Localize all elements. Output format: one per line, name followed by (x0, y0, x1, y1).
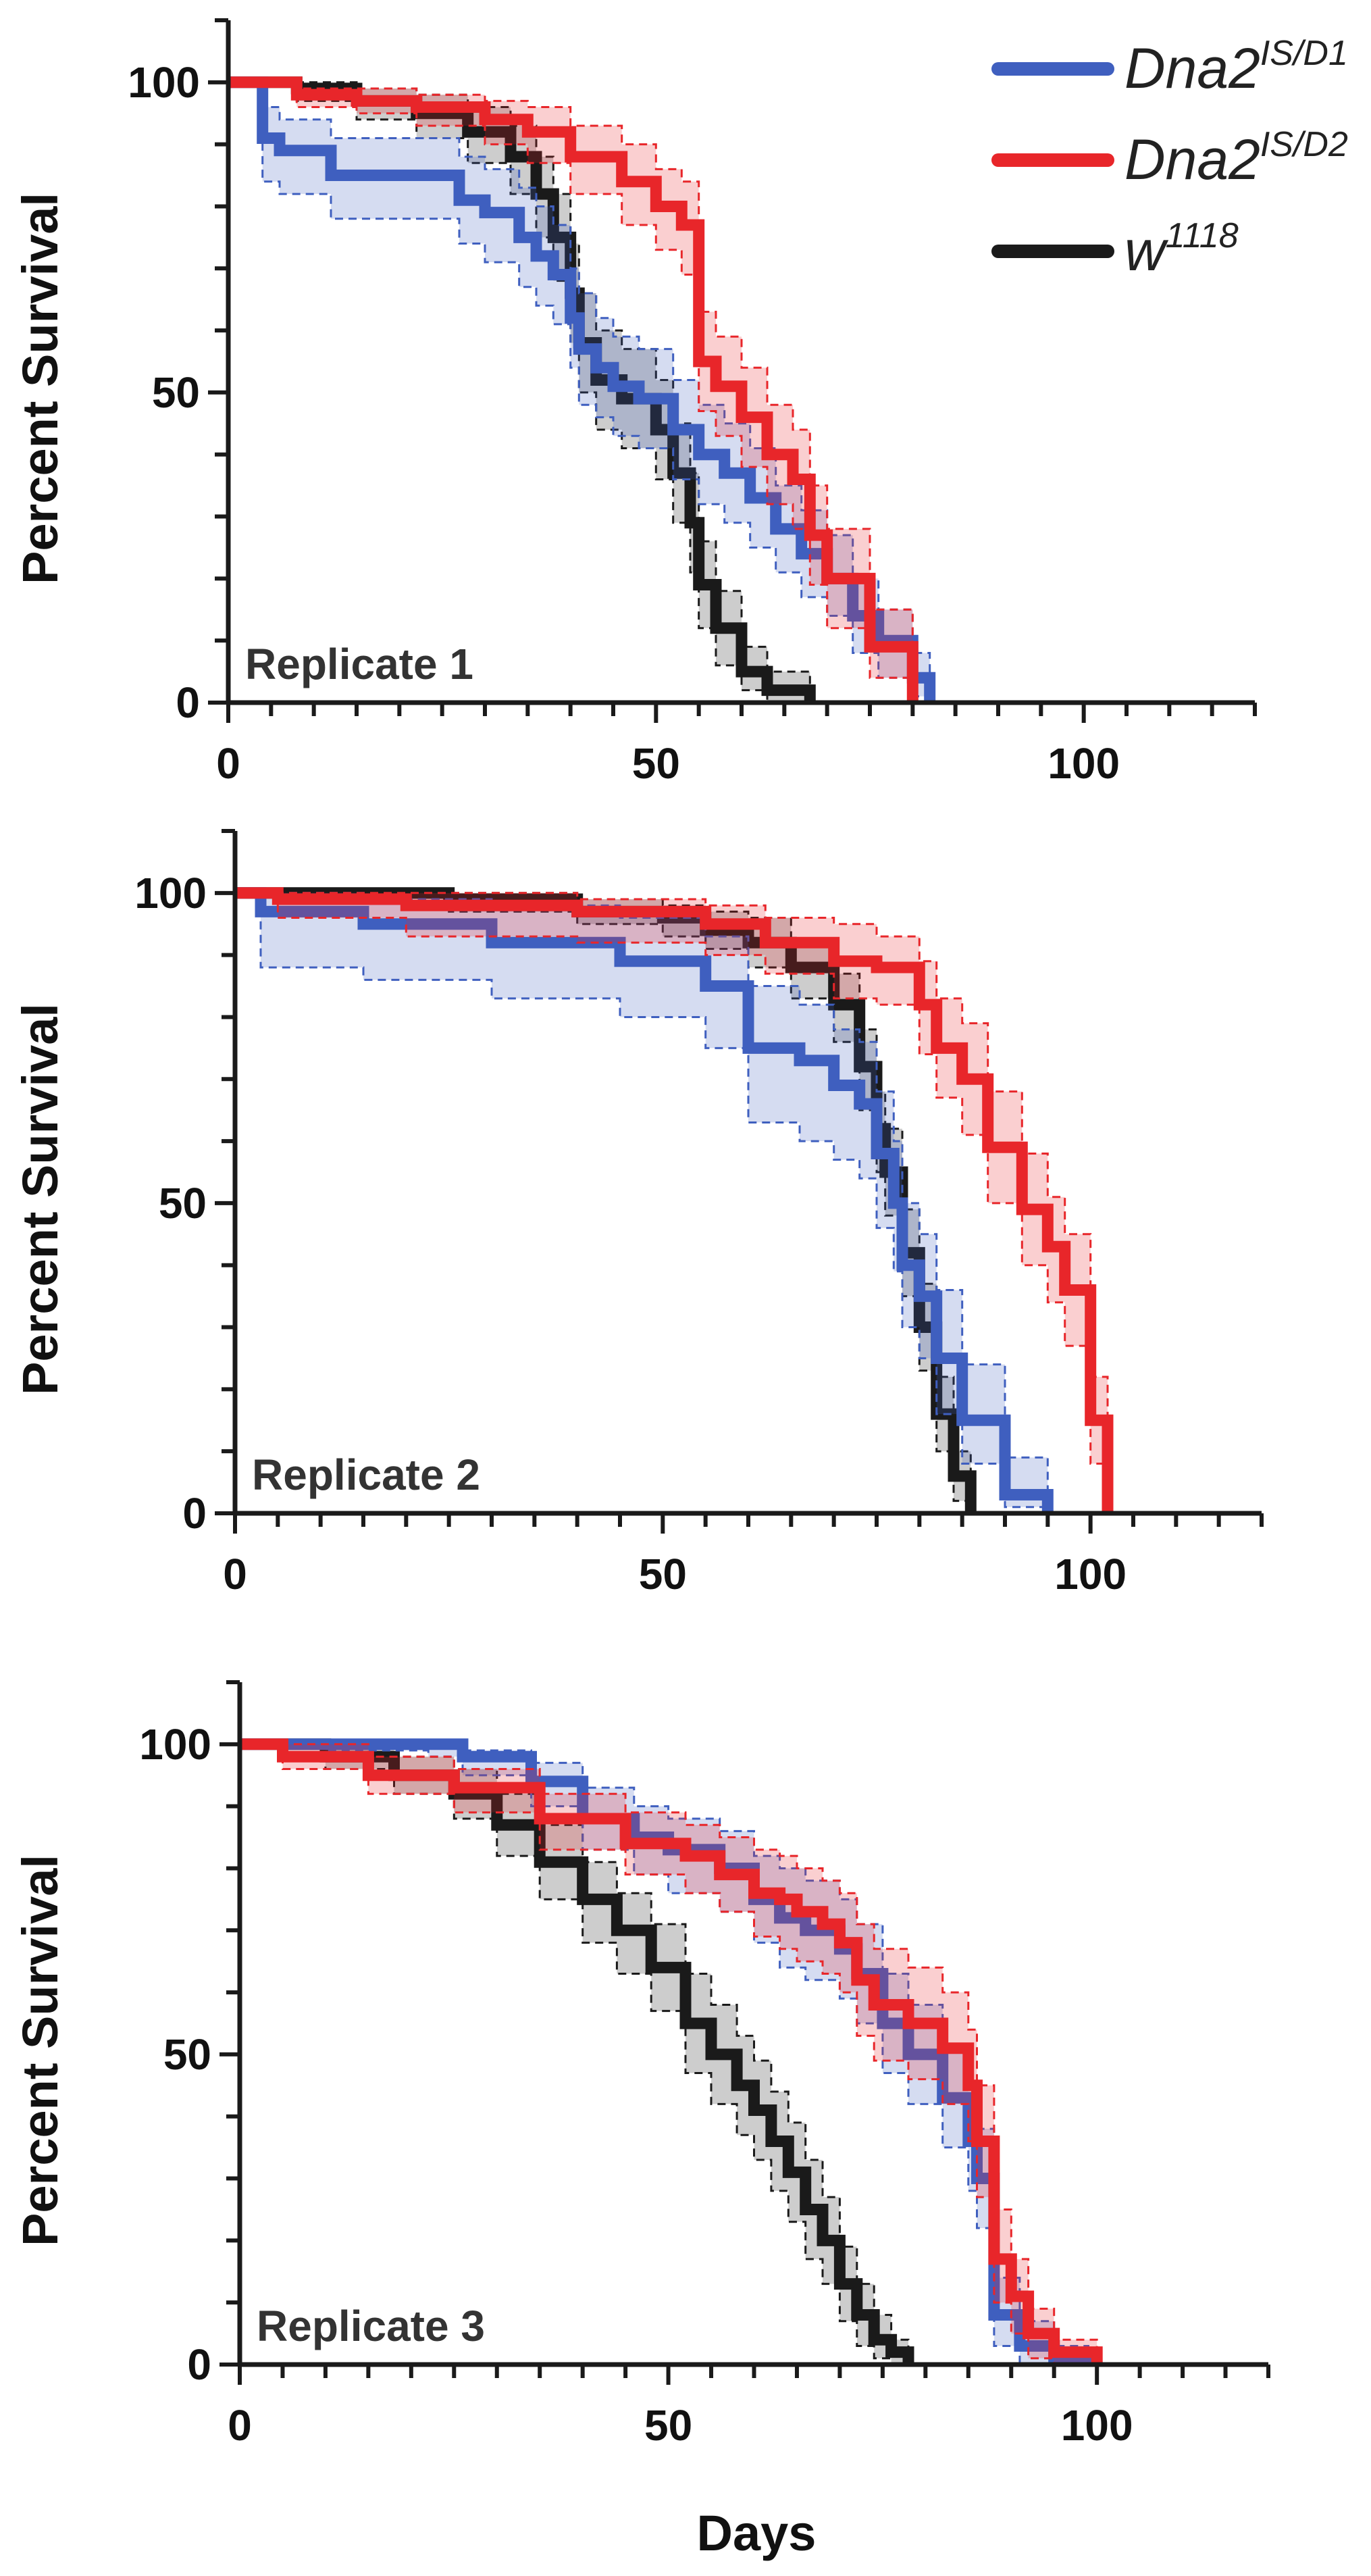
y-tick-label: 100 (139, 1720, 211, 1769)
y-axis-title: Percent Survival (12, 193, 68, 584)
panel-replicate-3: 0 50 100 0 50 100 Percent Survival Replicate 3 (12, 1680, 1270, 2450)
x-tick-label: 100 (1061, 2401, 1133, 2450)
y-tick-label: 0 (176, 678, 200, 727)
survival-curve-w (240, 1738, 914, 2365)
y-tick-label: 50 (152, 368, 200, 417)
series-d2 (235, 887, 1114, 1513)
ci-band-d1 (235, 892, 1048, 1513)
y-tick-label: 50 (159, 1179, 207, 1228)
legend-item-d2: Dna2IS/D2 (991, 125, 1348, 191)
x-tick-label: 50 (632, 739, 680, 788)
ci-upper-d1 (235, 892, 1049, 1495)
y-tick-label: 100 (128, 58, 200, 107)
replicate-label: Replicate 1 (245, 640, 473, 688)
survival-curve-w (228, 76, 816, 703)
legend-label-base: Dna2 (1124, 128, 1260, 191)
legend-label-sup: IS/D2 (1260, 125, 1348, 164)
series-d2 (240, 1738, 1103, 2366)
legend-label-sup: 1118 (1166, 216, 1239, 255)
y-tick-label: 0 (187, 2340, 211, 2389)
legend-label: Dna2IS/D2 (1124, 125, 1348, 191)
legend-label: Dna2IS/D1 (1124, 34, 1348, 100)
y-tick-label: 100 (134, 869, 207, 917)
ci-upper-d2 (235, 892, 1109, 1489)
ci-upper-d2 (240, 1743, 1098, 2352)
ci-lower-d2 (235, 892, 1109, 1513)
x-tick-label: 100 (1054, 1550, 1127, 1598)
replicate-label: Replicate 2 (252, 1450, 480, 1499)
x-tick-label: 0 (216, 739, 240, 788)
legend-item-d1: Dna2IS/D1 (991, 34, 1348, 100)
replicate-label: Replicate 3 (257, 2302, 485, 2350)
survival-curve-d2 (235, 887, 1114, 1513)
panel-replicate-1: 0 50 100 0 50 100 Percent Survival Replicate 1 (12, 18, 1257, 788)
y-tick-label: 50 (163, 2030, 211, 2079)
x-tick-label: 50 (639, 1550, 687, 1598)
legend-item-w: w1118 (991, 216, 1239, 282)
series-w (240, 1738, 914, 2366)
x-tick-label: 50 (644, 2401, 692, 2450)
ci-lower-d1 (235, 892, 1049, 1513)
x-tick-label: 100 (1047, 739, 1120, 788)
ci-lower-w (240, 1743, 908, 2366)
ci-lower-d1 (240, 1743, 1089, 2366)
legend-label: w1118 (1124, 216, 1239, 282)
legend-label-base: Dna2 (1124, 36, 1260, 100)
x-axis-title: Days (697, 2505, 817, 2561)
series-d2 (228, 76, 919, 703)
y-axis-title: Percent Survival (12, 1854, 68, 2246)
legend-label-sup: IS/D1 (1260, 34, 1348, 73)
ci-lower-d2 (228, 81, 914, 703)
x-tick-label: 0 (228, 2401, 252, 2450)
legend-label-base: w (1124, 219, 1169, 282)
y-tick-label: 0 (182, 1489, 207, 1538)
x-tick-label: 0 (223, 1550, 247, 1598)
panel-replicate-2: 0 50 100 0 50 100 Percent Survival Replicate 2 (12, 829, 1264, 1598)
survival-curve-d2 (228, 76, 919, 703)
survival-curve-d2 (240, 1738, 1103, 2365)
ci-band-w (240, 1744, 908, 2365)
y-axis-title: Percent Survival (12, 1003, 68, 1395)
